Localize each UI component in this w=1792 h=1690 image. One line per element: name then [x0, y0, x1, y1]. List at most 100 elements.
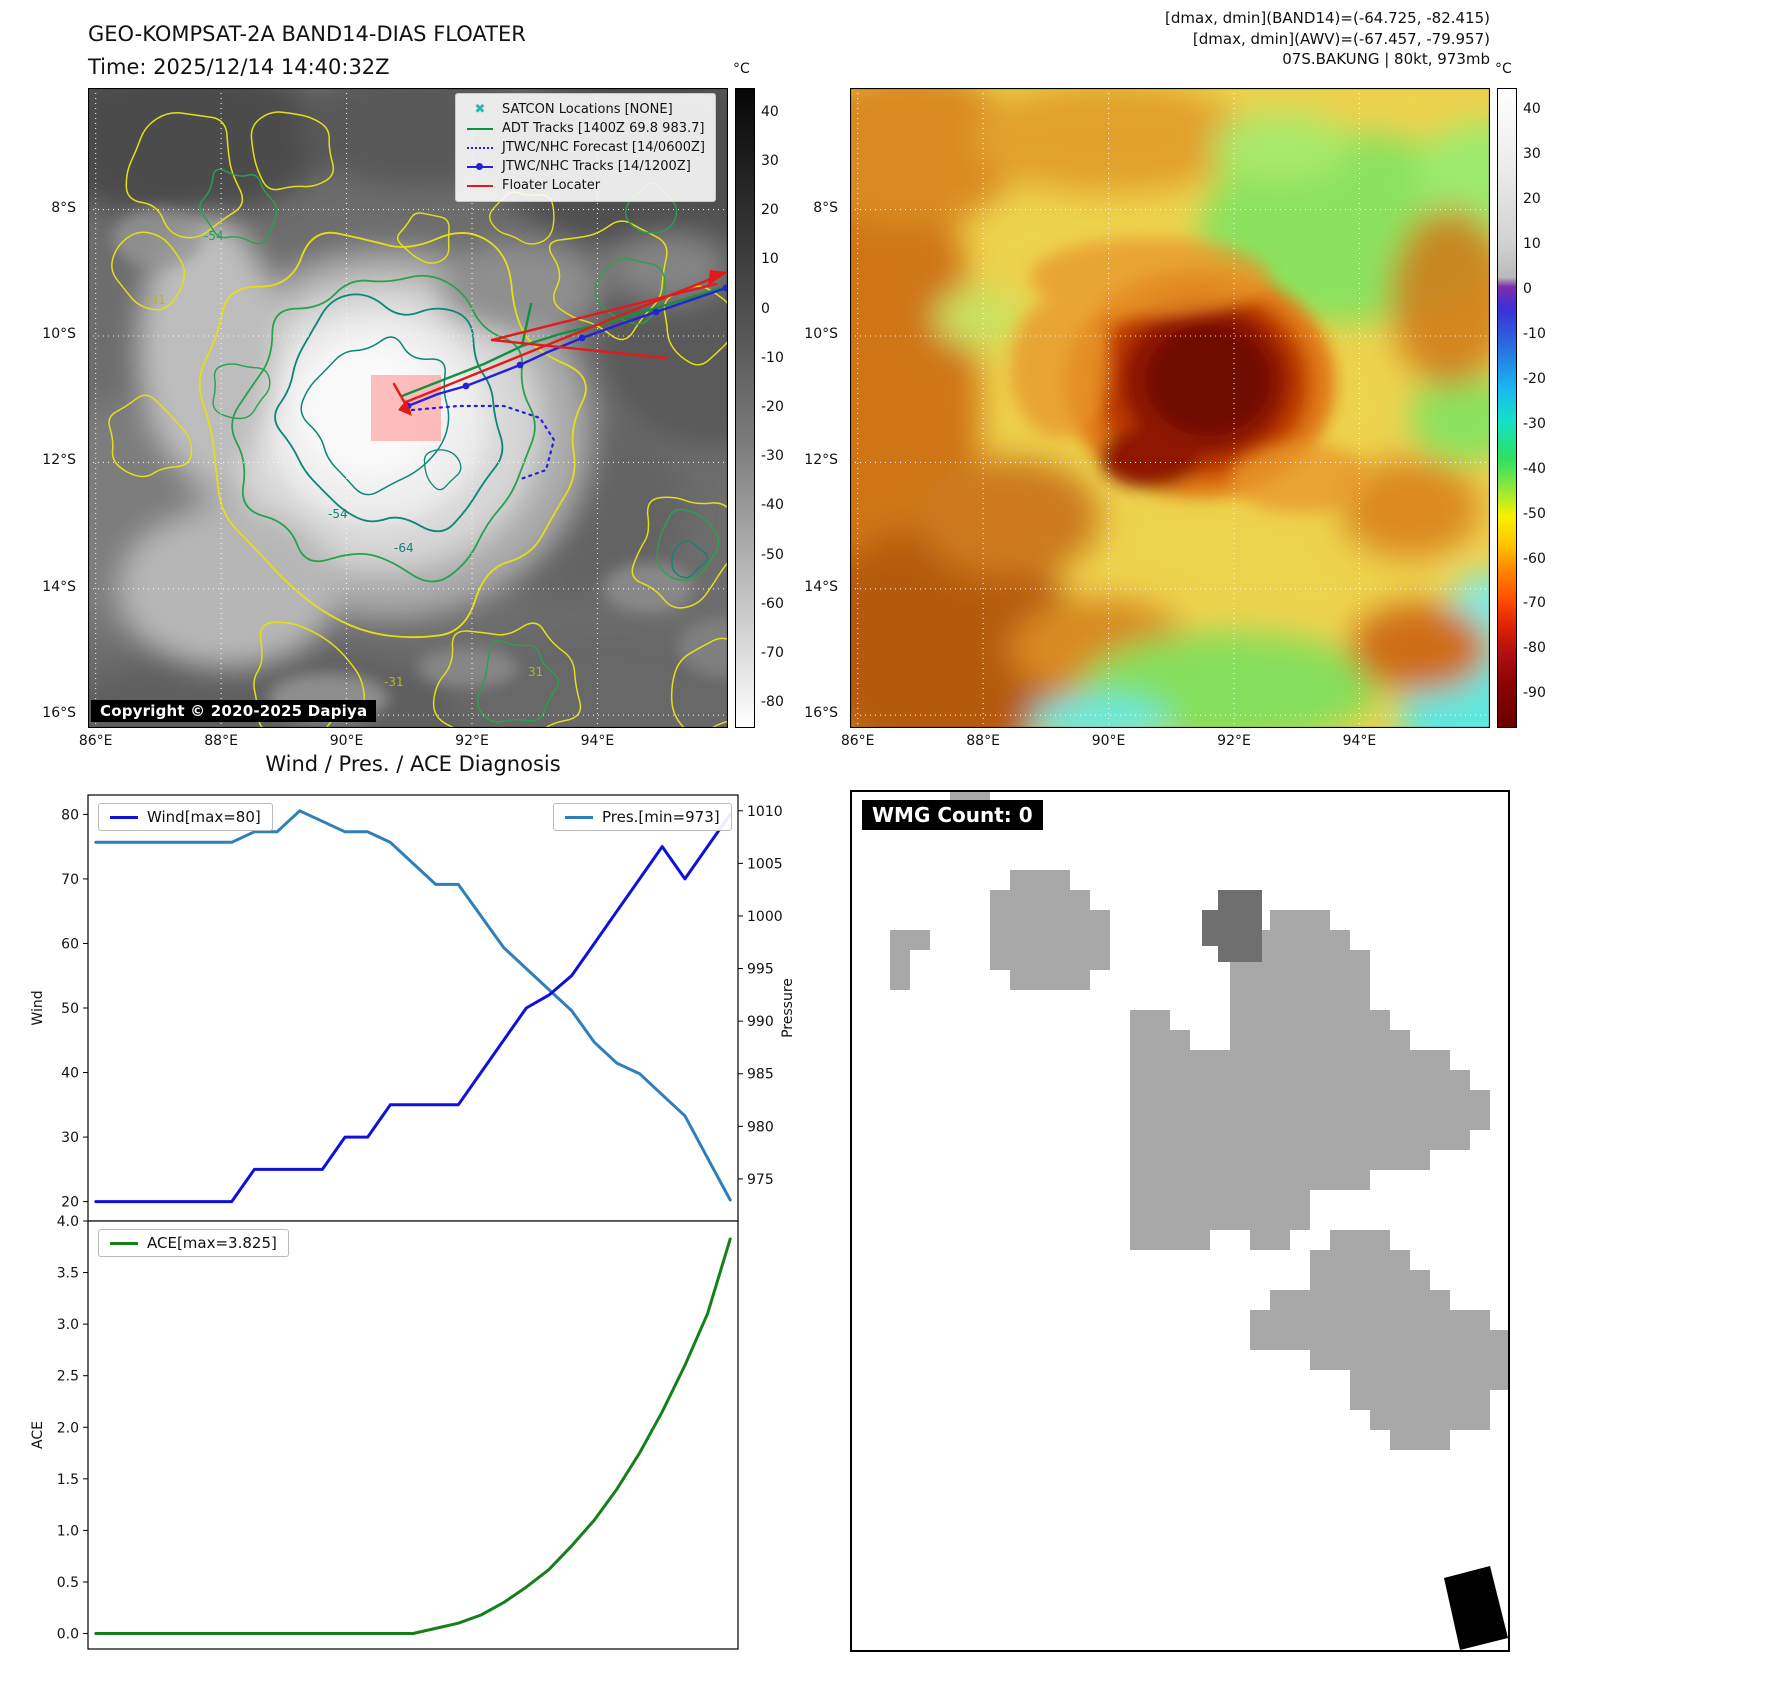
svg-text:3.5: 3.5 — [57, 1266, 79, 1282]
ace-legend-line — [110, 1241, 138, 1245]
colorbar-tick-label: -80 — [761, 694, 784, 711]
svg-text:1005: 1005 — [747, 856, 783, 872]
lat-tick-label: 16°S — [42, 705, 76, 722]
legend-line-icon — [466, 162, 494, 170]
band14-colorbar-unit: °C — [733, 61, 750, 77]
svg-text:3.0: 3.0 — [57, 1317, 79, 1333]
lon-tick-label: 92°E — [455, 733, 489, 749]
colorbar-tick-label: -40 — [1523, 460, 1546, 477]
legend-item-label: ADT Tracks [1400Z 69.8 983.7] — [502, 121, 705, 136]
colorbar-tick-label: -20 — [761, 399, 784, 415]
legend-item: Floater Locater — [466, 176, 705, 195]
legend-line-icon — [466, 127, 494, 130]
svg-text:20: 20 — [61, 1195, 79, 1211]
svg-text:1010: 1010 — [747, 804, 783, 820]
wind-legend-label: Wind[max=80] — [147, 808, 261, 826]
lat-tick-label: 8°S — [51, 199, 76, 216]
svg-text:2.5: 2.5 — [57, 1369, 79, 1385]
colorbar-tick-label: 0 — [761, 300, 770, 317]
track-overlays — [371, 270, 728, 482]
band14-title-block: GEO-KOMPSAT-2A BAND14-DIAS FLOATER Time:… — [88, 18, 526, 83]
map-gridlines — [850, 88, 1490, 728]
legend-item-label: JTWC/NHC Forecast [14/0600Z] — [502, 140, 705, 155]
colorbar-tick-label: -60 — [761, 595, 784, 612]
colorbar-tick-label: -70 — [761, 645, 784, 662]
awv-colorbar-unit: °C — [1495, 61, 1512, 77]
copyright-banner: Copyright © 2020-2025 Dapiya — [91, 700, 377, 722]
awv-lat-axis: 8°S 10°S 12°S 14°S 16°S — [798, 88, 844, 728]
band14-colorbar — [735, 88, 755, 728]
stats-band14: [dmax, dmin](BAND14)=(-64.725, -82.415) — [1165, 9, 1490, 27]
svg-text:50: 50 — [61, 1001, 79, 1017]
svg-text:Wind: Wind — [30, 990, 46, 1025]
band14-lat-axis: 8°S 10°S 12°S 14°S 16°S — [36, 88, 82, 728]
lat-tick-label: 10°S — [42, 326, 76, 342]
svg-text:1000: 1000 — [747, 909, 783, 925]
legend-item-label: Floater Locater — [502, 178, 601, 193]
svg-text:-54: -54 — [204, 229, 224, 243]
legend-line-icon — [466, 146, 494, 149]
colorbar-tick-label: -10 — [761, 349, 784, 366]
legend-line-icon — [466, 184, 494, 187]
svg-text:ACE: ACE — [30, 1421, 46, 1449]
lat-tick-label: 10°S — [804, 326, 838, 342]
svg-text:995: 995 — [747, 962, 774, 978]
lat-tick-label: 12°S — [42, 452, 76, 469]
colorbar-tick-label: -60 — [1523, 550, 1546, 567]
svg-text:4.0: 4.0 — [57, 1214, 79, 1230]
awv-colorbar-ticks: 40 30 20 10 0 -10 -20 -30 -40 -50 -60 -70 -80 -90 — [1523, 88, 1563, 728]
lon-tick-label: 90°E — [1091, 733, 1126, 749]
colorbar-tick-label: 30 — [761, 152, 779, 169]
lon-tick-label: 92°E — [1217, 733, 1251, 749]
stats-storm-id: 07S.BAKUNG | 80kt, 973mb — [1282, 50, 1490, 69]
legend-item: JTWC/NHC Tracks [14/1200Z] — [466, 157, 705, 176]
colorbar-tick-label: -70 — [1523, 595, 1546, 612]
svg-text:0.0: 0.0 — [57, 1627, 79, 1643]
lon-tick-label: 94°E — [1342, 733, 1377, 749]
colorbar-tick-label: 10 — [761, 251, 779, 268]
legend-item: JTWC/NHC Forecast [14/0600Z] — [466, 138, 705, 157]
colorbar-tick-label: 40 — [761, 103, 779, 120]
lat-tick-label: 12°S — [804, 452, 838, 469]
pressure-legend-label: Pres.[min=973] — [602, 808, 720, 826]
svg-text:2.0: 2.0 — [57, 1420, 79, 1436]
diagnosis-chart: 20 30 40 50 60 70 80 975 980 985 990 995 1000 1005 101… — [30, 794, 796, 1650]
colorbar-tick-label: -30 — [761, 448, 784, 465]
lon-tick-label: 86°E — [840, 733, 875, 749]
wmg-count-label: WMG Count: 0 — [862, 800, 1043, 830]
svg-text:40: 40 — [61, 1066, 79, 1082]
map-legend: ✖ SATCON Locations [NONE] ADT Tracks [1400… — [455, 93, 716, 202]
awv-lon-axis: 86°E 88°E 90°E 92°E 94°E — [841, 733, 1490, 753]
storm-stats-block: [dmax, dmin](BAND14)=(-64.725, -82.415) … — [1165, 8, 1490, 70]
band14-lon-axis: 86°E 88°E 90°E 92°E 94°E — [79, 733, 728, 753]
svg-text:985: 985 — [747, 1067, 774, 1083]
stats-awv: [dmax, dmin](AWV)=(-67.457, -79.957) — [1192, 29, 1490, 48]
legend-item-label: JTWC/NHC Tracks [14/1200Z] — [502, 159, 691, 174]
lat-tick-label: 14°S — [804, 578, 838, 595]
cold-core — [1065, 268, 1335, 498]
lat-tick-label: 16°S — [804, 705, 838, 722]
svg-text:80: 80 — [61, 807, 79, 823]
colorbar-tick-label: 10 — [1523, 236, 1541, 253]
wind-legend-line — [110, 815, 138, 819]
svg-text:975: 975 — [747, 1172, 774, 1188]
colorbar-tick-label: -90 — [1523, 685, 1546, 702]
lat-tick-label: 14°S — [42, 578, 76, 595]
colorbar-tick-label: -30 — [1523, 415, 1546, 432]
colorbar-tick-label: -10 — [1523, 326, 1546, 343]
svg-text:30: 30 — [61, 1130, 79, 1146]
svg-text:-31: -31 — [146, 293, 166, 307]
band14-time: Time: 2025/12/14 14:40:32Z — [88, 54, 390, 79]
colorbar-tick-label: 0 — [1523, 281, 1532, 298]
band14-colorbar-ticks: 40 30 20 10 0 -10 -20 -30 -40 -50 -60 -70 -80 — [761, 88, 801, 728]
map-gridlines — [88, 88, 728, 728]
svg-text:1.0: 1.0 — [57, 1523, 79, 1539]
awv-enhanced-map — [850, 88, 1490, 728]
colorbar-tick-label: 20 — [1523, 191, 1541, 208]
adt-track-spur — [520, 302, 533, 348]
svg-text:Pressure: Pressure — [780, 978, 796, 1038]
jtwc-track-points — [404, 284, 728, 410]
wmg-cloud-blocks — [890, 790, 1510, 1650]
adt-track-line — [400, 284, 728, 398]
